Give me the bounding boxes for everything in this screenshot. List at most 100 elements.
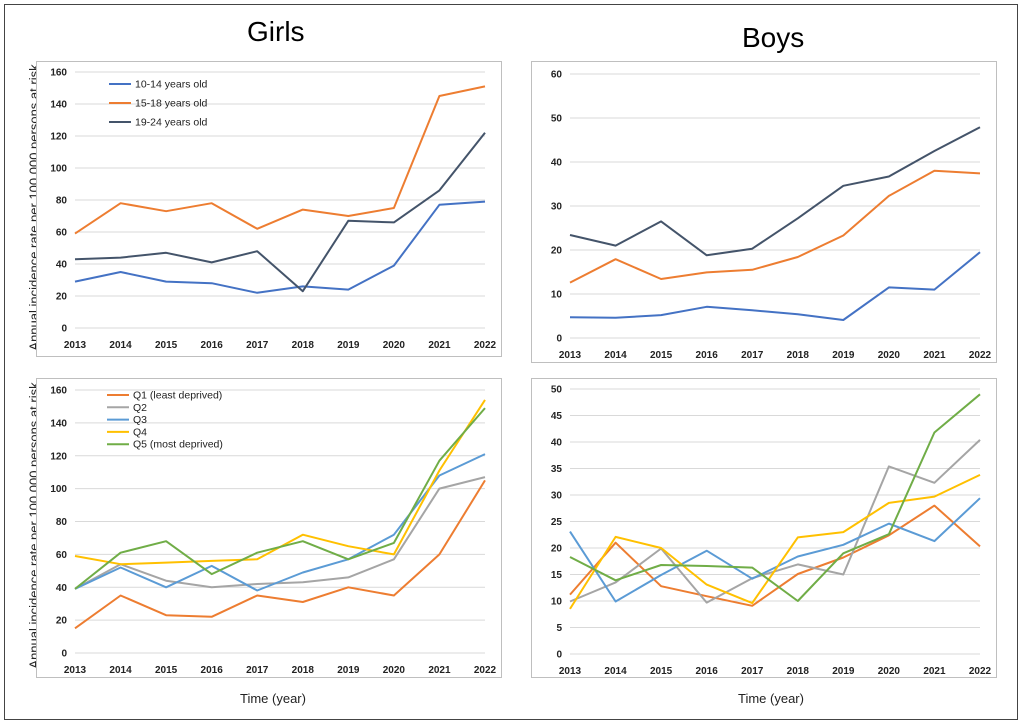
series-line-2 bbox=[569, 169, 981, 284]
x-tick-label: 2020 bbox=[878, 666, 901, 677]
x-tick-label: 2019 bbox=[832, 350, 855, 361]
series-line-1 bbox=[74, 200, 486, 294]
x-tick-label: 2019 bbox=[337, 340, 360, 351]
y-tick-label: 120 bbox=[50, 451, 67, 462]
series-line-1 bbox=[74, 479, 486, 630]
y-tick-label: 80 bbox=[56, 196, 68, 207]
x-tick-label: 2021 bbox=[428, 665, 451, 676]
y-tick-label: 40 bbox=[56, 583, 68, 594]
y-tick-label: 50 bbox=[551, 114, 563, 125]
x-tick-label: 2016 bbox=[696, 666, 719, 677]
y-tick-label: 160 bbox=[50, 386, 67, 397]
legend-label: 15-18 years old bbox=[135, 98, 208, 110]
x-tick-label: 2016 bbox=[696, 350, 719, 361]
girls-xlabel: Time (year) bbox=[240, 691, 306, 706]
chart-boys-age: 0 10 20 30 40 50 60 2013 2014 2015 2016 2017 2018 201… bbox=[551, 70, 992, 362]
x-tick-label: 2014 bbox=[604, 350, 627, 361]
x-tick-label: 2020 bbox=[383, 665, 406, 676]
x-tick-label: 2017 bbox=[741, 666, 764, 677]
chart-boys-quintile: 0 5 10 15 20 25 30 35 40 45 50 2013 2014 2015 2016 2017… bbox=[551, 385, 992, 678]
y-tick-label: 40 bbox=[551, 438, 563, 449]
series-line-4 bbox=[569, 473, 981, 610]
series-line-1 bbox=[569, 504, 981, 607]
y-tick-label: 20 bbox=[56, 616, 68, 627]
x-tick-label: 2015 bbox=[155, 340, 178, 351]
x-tick-label: 2021 bbox=[923, 666, 946, 677]
series-line-5 bbox=[74, 407, 486, 590]
legend-label: Q2 bbox=[133, 402, 147, 414]
y-tick-label: 60 bbox=[56, 550, 68, 561]
x-tick-label: 2022 bbox=[474, 665, 497, 676]
boys-title: Boys bbox=[742, 22, 805, 53]
legend-label: Q4 bbox=[133, 426, 147, 438]
y-tick-label: 0 bbox=[61, 324, 67, 335]
y-tick-label: 0 bbox=[556, 334, 562, 345]
y-tick-label: 10 bbox=[551, 597, 563, 608]
chart-panel-boys-age: 0 10 20 30 40 50 60 2013 2014 2015 2016 2017 2018 201… bbox=[531, 61, 997, 363]
series-line-3 bbox=[569, 126, 981, 257]
girls-title: Girls bbox=[247, 16, 305, 47]
chart-girls-quintile: 0 20 40 60 80 100 120 140 160 2013 2014 2015 2016 201… bbox=[50, 386, 497, 677]
y-tick-label: 60 bbox=[56, 228, 68, 239]
x-tick-label: 2019 bbox=[337, 665, 360, 676]
y-tick-label: 100 bbox=[50, 164, 67, 175]
series-line-2 bbox=[74, 85, 486, 235]
series-line-5 bbox=[569, 393, 981, 602]
y-tick-label: 30 bbox=[551, 202, 563, 213]
x-tick-label: 2015 bbox=[650, 350, 673, 361]
y-tick-label: 20 bbox=[551, 246, 563, 257]
x-tick-label: 2017 bbox=[741, 350, 764, 361]
y-tick-label: 100 bbox=[50, 484, 67, 495]
series-line-1 bbox=[569, 251, 981, 321]
series-line-2 bbox=[74, 476, 486, 590]
x-tick-label: 2016 bbox=[201, 665, 224, 676]
series-line-3 bbox=[74, 453, 486, 592]
y-tick-label: 20 bbox=[551, 544, 563, 555]
chart-girls-age: 0 20 40 60 80 100 120 140 160 2013 2014 2015 2016 201… bbox=[50, 68, 497, 352]
x-tick-label: 2021 bbox=[428, 340, 451, 351]
legend-label: 19-24 years old bbox=[135, 117, 208, 129]
x-tick-label: 2021 bbox=[923, 350, 946, 361]
x-tick-label: 2022 bbox=[969, 666, 992, 677]
y-tick-label: 30 bbox=[551, 491, 563, 502]
x-tick-label: 2020 bbox=[383, 340, 406, 351]
y-tick-label: 0 bbox=[556, 650, 562, 661]
x-tick-label: 2013 bbox=[559, 350, 582, 361]
x-tick-label: 2013 bbox=[64, 340, 87, 351]
x-tick-label: 2013 bbox=[64, 665, 87, 676]
y-tick-label: 10 bbox=[551, 290, 563, 301]
y-tick-label: 120 bbox=[50, 132, 67, 143]
legend-label: Q3 bbox=[133, 414, 147, 426]
x-tick-label: 2018 bbox=[292, 665, 315, 676]
x-tick-label: 2017 bbox=[246, 340, 269, 351]
x-tick-label: 2013 bbox=[559, 666, 582, 677]
x-tick-label: 2017 bbox=[246, 665, 269, 676]
series-line-3 bbox=[569, 497, 981, 603]
x-tick-label: 2022 bbox=[474, 340, 497, 351]
x-tick-label: 2016 bbox=[201, 340, 224, 351]
y-tick-label: 140 bbox=[50, 100, 67, 111]
x-tick-label: 2020 bbox=[878, 350, 901, 361]
y-tick-label: 15 bbox=[551, 570, 563, 581]
y-tick-label: 40 bbox=[551, 158, 563, 169]
y-tick-label: 25 bbox=[551, 517, 563, 528]
chart-panel-girls-age: 0 20 40 60 80 100 120 140 160 2013 2014 2015 2016 201… bbox=[36, 61, 502, 357]
y-tick-label: 140 bbox=[50, 418, 67, 429]
y-tick-label: 160 bbox=[50, 68, 67, 79]
y-tick-label: 80 bbox=[56, 517, 68, 528]
series-line-3 bbox=[74, 132, 486, 293]
y-tick-label: 50 bbox=[551, 385, 563, 396]
y-tick-label: 35 bbox=[551, 464, 563, 475]
x-tick-label: 2018 bbox=[787, 666, 810, 677]
y-tick-label: 60 bbox=[551, 70, 563, 81]
x-tick-label: 2014 bbox=[109, 665, 132, 676]
x-tick-label: 2014 bbox=[604, 666, 627, 677]
y-tick-label: 5 bbox=[556, 623, 562, 634]
legend-label: Q5 (most deprived) bbox=[133, 439, 223, 451]
y-tick-label: 0 bbox=[61, 649, 67, 660]
chart-panel-girls-quintile: 0 20 40 60 80 100 120 140 160 2013 2014 2015 2016 201… bbox=[36, 378, 502, 678]
y-tick-label: 45 bbox=[551, 411, 563, 422]
chart-panel-boys-quintile: 0 5 10 15 20 25 30 35 40 45 50 2013 2014 2015 2016 2017… bbox=[531, 378, 997, 678]
x-tick-label: 2018 bbox=[787, 350, 810, 361]
x-tick-label: 2022 bbox=[969, 350, 992, 361]
